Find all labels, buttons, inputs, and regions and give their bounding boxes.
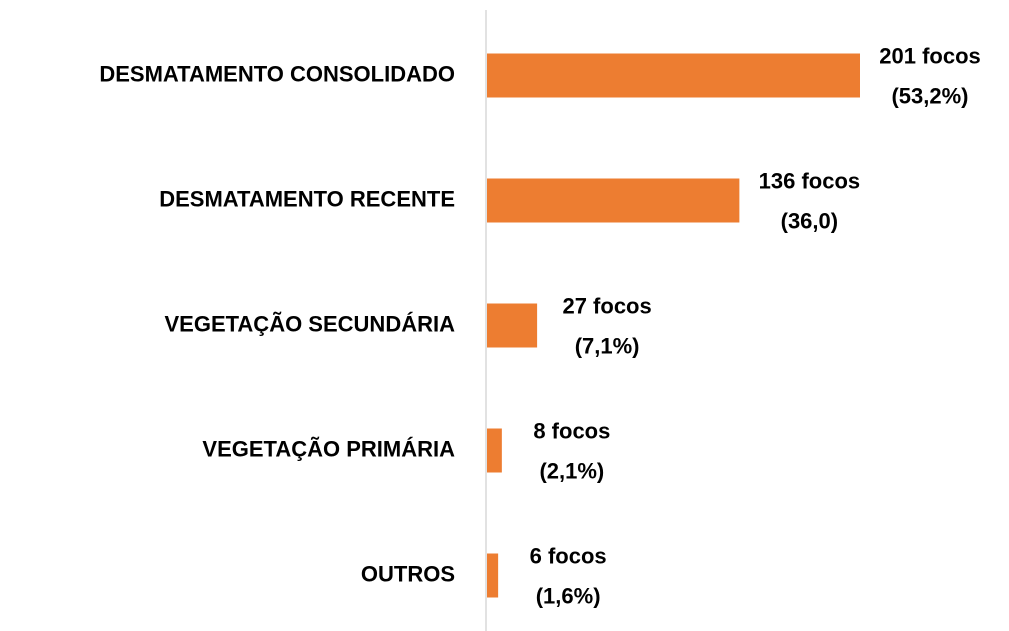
percent-label: (7,1%): [575, 333, 640, 358]
value-label: 27 focos: [562, 293, 651, 318]
bar: [487, 53, 860, 98]
percent-label: (53,2%): [891, 83, 968, 108]
category-label: OUTROS: [361, 561, 455, 586]
value-label: 8 focos: [533, 418, 610, 443]
value-label: 6 focos: [530, 543, 607, 568]
value-label: 136 focos: [759, 168, 861, 193]
category-label: VEGETAÇÃO SECUNDÁRIA: [164, 311, 455, 336]
category-label: DESMATAMENTO CONSOLIDADO: [99, 61, 455, 86]
category-label: DESMATAMENTO RECENTE: [159, 186, 455, 211]
bar: [487, 303, 538, 348]
percent-label: (2,1%): [539, 458, 604, 483]
category-label: VEGETAÇÃO PRIMÁRIA: [202, 436, 455, 461]
value-label: 201 focos: [879, 43, 981, 68]
percent-label: (36,0): [781, 208, 838, 233]
bar: [487, 553, 499, 598]
bar: [487, 178, 740, 223]
bar: [487, 428, 502, 473]
percent-label: (1,6%): [536, 583, 601, 608]
